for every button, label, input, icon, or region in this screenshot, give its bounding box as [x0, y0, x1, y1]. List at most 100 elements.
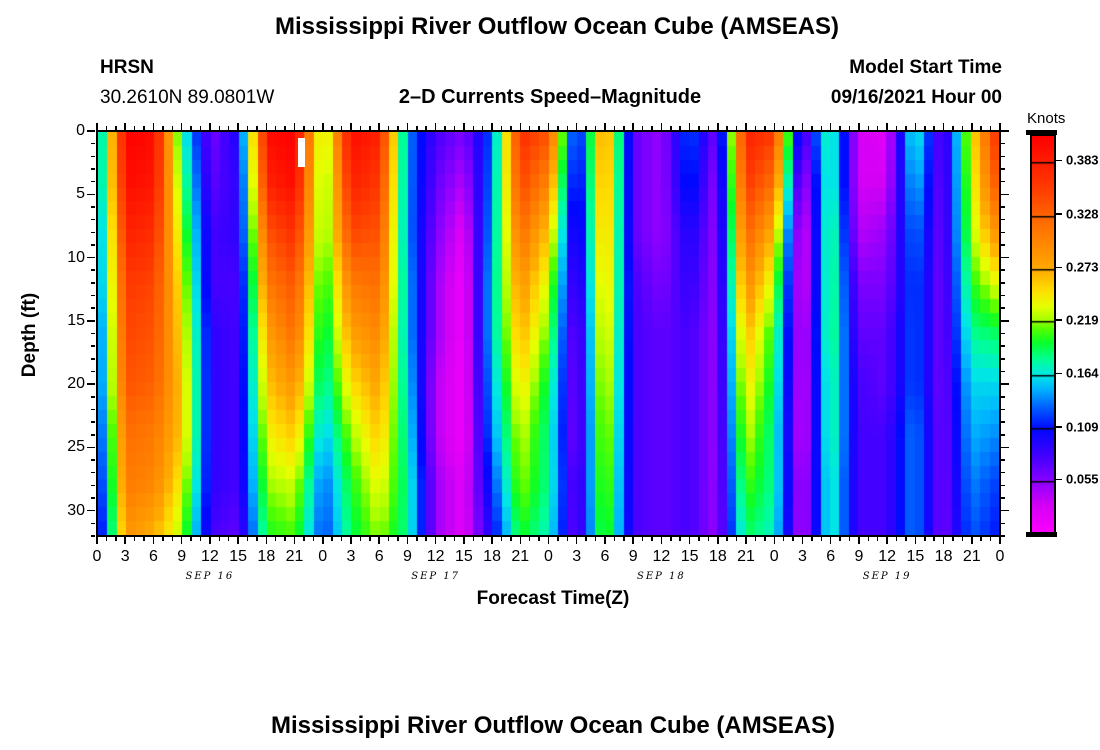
plot-frame	[96, 130, 1001, 537]
tick-mark	[604, 537, 606, 544]
tick-mark	[895, 537, 898, 541]
tick-mark	[425, 537, 427, 541]
x-tick-label: 15	[680, 548, 699, 565]
tick-mark	[369, 537, 371, 541]
tick-mark	[91, 535, 95, 537]
x-tick-label: 0	[995, 548, 1005, 565]
tick-mark	[91, 370, 95, 373]
tick-mark	[688, 537, 691, 544]
tick-mark	[444, 537, 446, 541]
tick-mark	[1001, 168, 1005, 170]
x-tick-label: 12	[652, 548, 671, 565]
tick-mark	[171, 537, 173, 541]
tick-mark	[1054, 266, 1062, 269]
tick-mark	[500, 537, 503, 541]
tick-mark	[340, 126, 343, 130]
tick-mark	[820, 126, 823, 130]
tick-mark	[303, 537, 305, 541]
tick-mark	[1001, 130, 1009, 132]
x-tick-label: 3	[346, 548, 356, 565]
tick-mark	[952, 537, 954, 541]
tick-mark	[491, 537, 493, 544]
tick-mark	[91, 459, 95, 461]
tick-mark	[773, 537, 775, 544]
x-tick-label: 6	[826, 548, 836, 565]
tick-mark	[764, 126, 766, 130]
tick-mark	[660, 537, 663, 544]
tick-mark	[359, 126, 362, 130]
tick-mark	[303, 126, 305, 130]
tick-mark	[472, 537, 474, 541]
tick-mark	[801, 123, 804, 130]
tick-mark	[1001, 358, 1005, 360]
tick-mark	[1001, 155, 1005, 158]
y-tick-label: 5	[76, 185, 85, 203]
x-tick-label: 6	[148, 548, 158, 565]
tick-mark	[416, 537, 418, 541]
x-axis-label: Forecast Time(Z)	[476, 588, 630, 609]
tick-mark	[115, 537, 117, 541]
tick-mark	[87, 130, 95, 132]
y-tick-label: 30	[67, 501, 85, 519]
tick-mark	[312, 126, 315, 130]
tick-mark	[91, 332, 95, 335]
tick-mark	[933, 126, 935, 130]
tick-mark	[924, 126, 926, 130]
tick-mark	[162, 126, 164, 130]
tick-mark	[1001, 142, 1005, 145]
tick-mark	[91, 434, 95, 436]
tick-mark	[726, 537, 728, 541]
tick-mark	[1001, 484, 1005, 487]
tick-mark	[1001, 446, 1009, 449]
tick-mark	[1001, 497, 1005, 499]
tick-mark	[218, 537, 221, 541]
tick-mark	[500, 126, 503, 130]
depth-axis-label: Depth (ft)	[19, 292, 40, 378]
tick-mark	[387, 126, 390, 130]
tick-mark	[999, 123, 1001, 130]
tick-mark	[387, 537, 390, 541]
tick-mark	[519, 123, 522, 130]
tick-mark	[839, 126, 841, 130]
tick-mark	[980, 537, 982, 541]
colorbar	[1030, 134, 1056, 537]
tick-mark	[1001, 370, 1005, 373]
tick-mark	[87, 193, 95, 196]
tick-mark	[91, 244, 95, 246]
tick-mark	[434, 537, 437, 544]
tick-mark	[829, 537, 832, 544]
tick-mark	[237, 537, 239, 544]
tick-mark	[623, 537, 625, 541]
station-code: HRSN	[100, 57, 154, 78]
tick-mark	[1054, 478, 1062, 481]
x-tick-label: 15	[229, 548, 247, 565]
tick-mark	[199, 126, 202, 130]
tick-mark	[1001, 218, 1005, 221]
tick-mark	[87, 446, 95, 449]
tick-mark	[91, 484, 95, 487]
tick-mark	[91, 180, 95, 183]
tick-mark	[858, 537, 860, 544]
tick-mark	[707, 537, 710, 541]
tick-mark	[1054, 213, 1062, 215]
bottom-panel-title: Mississippi River Outflow Ocean Cube (AM…	[270, 712, 836, 739]
tick-mark	[453, 537, 456, 541]
tick-mark	[91, 345, 95, 347]
tick-mark	[152, 123, 155, 130]
tick-mark	[613, 126, 616, 130]
x-tick-label: 3	[798, 548, 807, 565]
tick-mark	[726, 126, 728, 130]
tick-mark	[510, 126, 512, 130]
x-tick-label: 9	[628, 548, 638, 565]
tick-mark	[914, 537, 917, 544]
tick-mark	[651, 126, 653, 130]
tick-mark	[942, 123, 945, 130]
tick-mark	[1001, 345, 1005, 347]
tick-mark	[575, 537, 578, 544]
tick-mark	[91, 155, 95, 158]
tick-mark	[604, 123, 606, 130]
tick-mark	[199, 537, 202, 541]
station-marker	[298, 137, 305, 168]
tick-mark	[322, 123, 324, 130]
